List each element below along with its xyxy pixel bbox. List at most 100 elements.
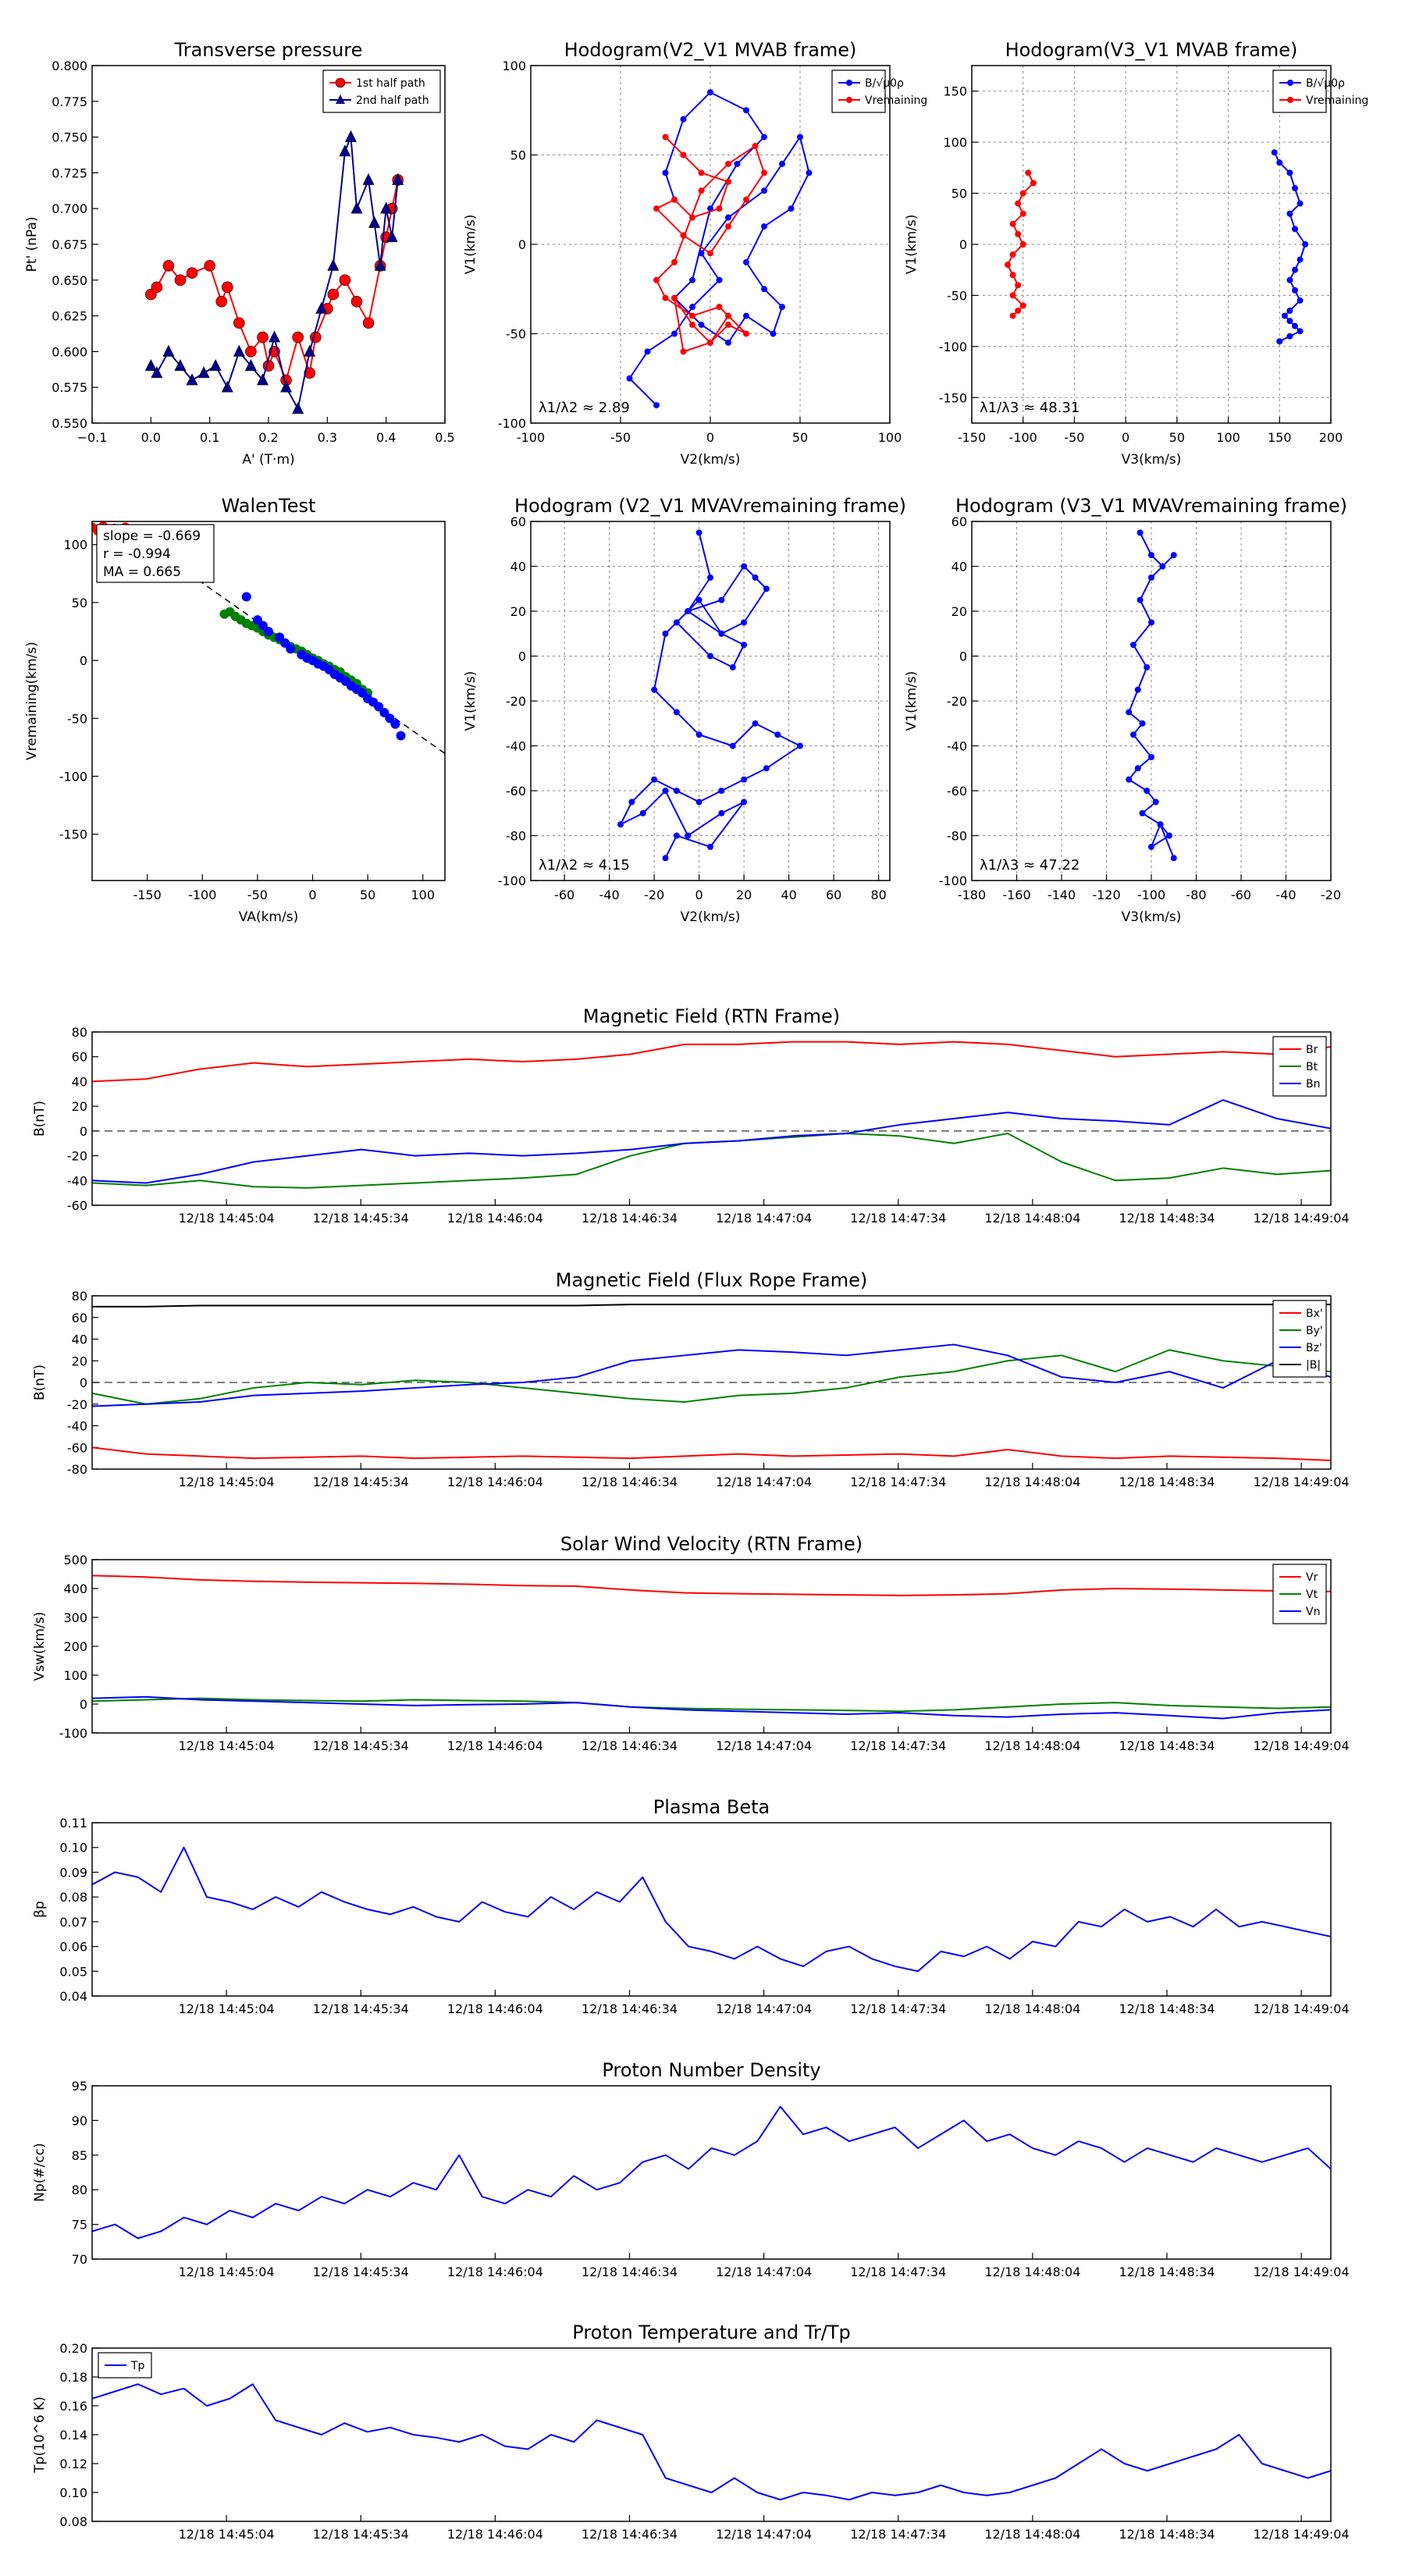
data-point	[1297, 200, 1304, 207]
y-tick-label: -60	[506, 784, 526, 799]
data-point	[707, 339, 713, 346]
chart-title: Proton Temperature and Tr/Tp	[572, 2322, 850, 2343]
legend-label: Bt	[1306, 1061, 1318, 1073]
x-tick-label: 100	[411, 888, 435, 902]
data-point	[357, 688, 368, 698]
data-point	[707, 250, 713, 257]
chart-title: Magnetic Field (Flux Rope Frame)	[556, 1269, 867, 1291]
y-tick-label: 75	[72, 2218, 87, 2233]
legend-label: Bx'	[1306, 1308, 1323, 1320]
data-point	[241, 592, 251, 602]
x-tick-label: 12/18 14:45:34	[313, 1475, 409, 1489]
data-point	[256, 373, 269, 386]
data-point	[209, 359, 222, 372]
x-tick-label: 12/18 14:49:04	[1254, 1475, 1350, 1489]
legend-label: Tp	[130, 2360, 145, 2372]
data-point	[380, 201, 393, 214]
data-point	[689, 304, 695, 311]
y-tick-label: -150	[939, 390, 967, 405]
legend-label: Vremaining	[865, 94, 927, 107]
y-tick-label: 85	[72, 2148, 87, 2163]
legend-label: Vn	[1306, 1606, 1320, 1618]
eigen-ratio-label: λ1/λ2 ≈ 2.89	[539, 400, 630, 416]
data-point	[770, 330, 777, 337]
y-axis-label: Tp(10^6 K)	[32, 2396, 48, 2474]
series-line-B	[1128, 532, 1175, 859]
data-point	[350, 201, 363, 214]
data-point	[698, 187, 705, 194]
y-tick-label: 20	[951, 604, 967, 619]
data-point	[662, 294, 669, 301]
data-point	[1292, 322, 1298, 329]
y-tick-label: -100	[939, 340, 967, 354]
y-tick-label: 0.14	[59, 2428, 87, 2443]
data-point	[1292, 226, 1298, 233]
data-point	[741, 563, 748, 570]
y-tick-label: -100	[939, 873, 967, 888]
y-tick-label: 20	[72, 1099, 87, 1114]
data-point	[386, 230, 398, 243]
y-tick-label: 0.700	[52, 201, 87, 216]
data-point	[350, 295, 363, 308]
legend: Tp	[98, 2352, 152, 2379]
data-point	[806, 169, 813, 176]
y-tick-label: 0.08	[59, 1890, 87, 1905]
data-point	[653, 402, 660, 409]
y-axis-label: V1(km/s)	[904, 671, 919, 731]
data-point	[362, 317, 375, 329]
axes-frame	[91, 65, 446, 424]
x-tick-label: 12/18 14:45:04	[179, 2265, 275, 2279]
data-point	[1297, 297, 1304, 304]
chart-bflux: Magnetic Field (Flux Rope Frame) -80 -60 -4…	[32, 1269, 1350, 1489]
y-axis-label: V1(km/s)	[463, 215, 478, 275]
data-point	[662, 133, 669, 141]
data-point	[233, 344, 245, 357]
x-tick-label: -80	[1186, 888, 1206, 902]
legend-label: B/√μ0ρ	[865, 77, 904, 90]
data-point	[725, 339, 731, 346]
data-point	[1019, 190, 1026, 197]
data-point	[662, 788, 669, 794]
y-tick-label: 0.18	[59, 2370, 87, 2385]
data-point	[752, 720, 759, 727]
data-point	[729, 664, 736, 671]
y-tick-label: -100	[498, 873, 526, 888]
legend-marker	[336, 94, 345, 104]
data-point	[1157, 821, 1164, 828]
y-tick-label: -40	[947, 739, 967, 754]
y-tick-label: 0.11	[59, 1816, 87, 1831]
x-tick-label: 12/18 14:49:04	[1254, 1211, 1350, 1226]
data-point	[262, 360, 275, 372]
y-axis-label: Np(#/cc)	[32, 2143, 48, 2201]
data-point	[779, 304, 785, 311]
data-point	[685, 832, 692, 839]
axes-frame	[530, 521, 891, 881]
series-line-Vremaining	[1007, 172, 1034, 317]
data-point	[1009, 312, 1016, 319]
y-tick-label: 0.10	[59, 1841, 87, 1856]
data-point	[685, 608, 692, 614]
y-tick-label: 0.625	[52, 309, 87, 324]
data-point	[779, 160, 785, 167]
plot-area	[92, 2105, 1331, 2240]
chart-walen: WalenTest -150 -100 -50 0 50 100 -150 -100 -50 0 50…	[24, 495, 446, 925]
data-point	[639, 809, 646, 817]
data-point	[258, 621, 268, 631]
series-line-B	[620, 532, 801, 859]
x-tick-label: 0.1	[200, 430, 219, 445]
x-tick-label: 12/18 14:47:34	[850, 2001, 946, 2016]
data-point	[680, 348, 687, 355]
y-tick-label: 0.10	[59, 2485, 87, 2500]
data-point	[707, 843, 713, 850]
x-tick-label: 12/18 14:46:34	[582, 2527, 678, 2542]
y-tick-label: 40	[510, 560, 526, 575]
data-point	[339, 144, 351, 157]
x-axis-label: VA(km/s)	[239, 909, 298, 925]
y-tick-label: 0.775	[52, 94, 87, 109]
x-tick-label: 12/18 14:45:04	[179, 1211, 275, 1226]
data-point	[151, 281, 163, 294]
x-tick-label: 0.3	[318, 430, 337, 445]
data-point	[1019, 210, 1026, 217]
data-point	[1139, 809, 1146, 817]
data-point	[695, 731, 702, 738]
